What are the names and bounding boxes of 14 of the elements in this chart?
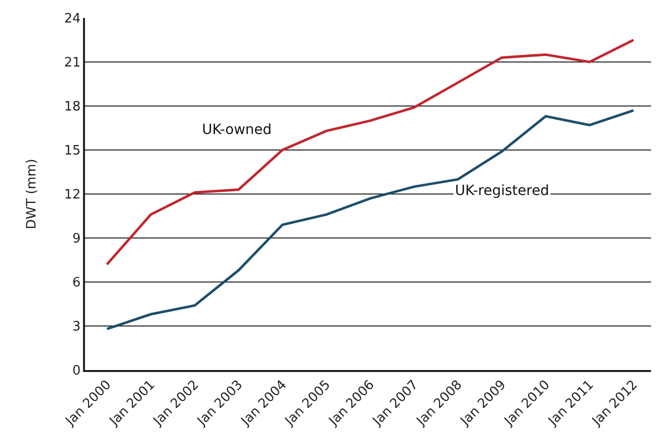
y-tick-label: 9 (72, 232, 81, 247)
y-tick-label: 0 (72, 364, 81, 379)
y-tick-label: 15 (64, 144, 81, 159)
y-tick-label: 24 (64, 12, 81, 27)
series-label: UK-owned (202, 122, 272, 138)
y-tick-label: 12 (64, 188, 81, 203)
line-series (106, 38, 635, 266)
y-axis-title: DWT (mm) (24, 158, 40, 230)
line-series (106, 109, 635, 330)
y-tick-label: 3 (72, 320, 81, 335)
series-label: UK-registered (455, 183, 550, 199)
y-tick-label: 21 (64, 56, 81, 71)
y-tick-label: 6 (72, 276, 81, 291)
y-tick-label: 18 (64, 100, 81, 115)
